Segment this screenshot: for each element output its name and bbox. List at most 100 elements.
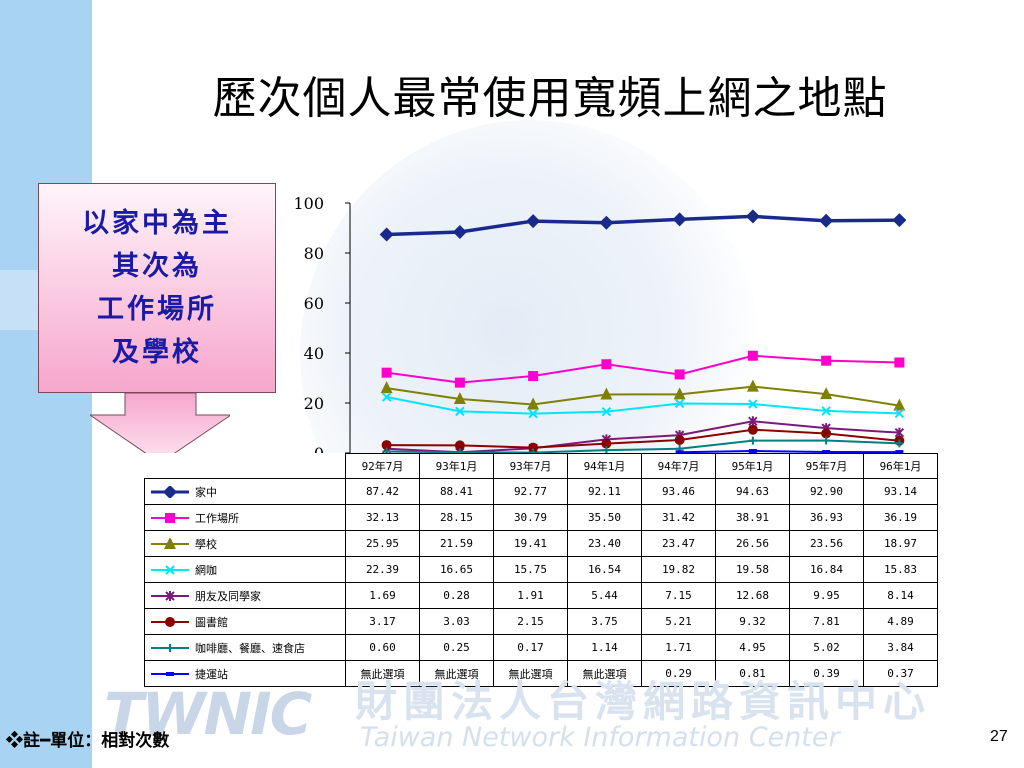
data-cell: 32.13	[345, 504, 420, 531]
data-cell: 0.60	[345, 634, 420, 661]
data-table: 92年7月 93年1月 93年7月 94年1月 94年7月 95年1月 95年7月 96年1月…	[144, 453, 938, 687]
down-arrow-icon	[90, 393, 230, 464]
x-category-label: 93年7月	[493, 453, 568, 479]
y-tick-label: 20	[304, 394, 324, 413]
legend-label: 網咖	[195, 563, 217, 577]
legend-marker	[165, 616, 175, 627]
legend-label: 圖書館	[195, 615, 228, 629]
data-point	[600, 387, 613, 400]
data-cell: 92.90	[789, 478, 864, 505]
data-point	[672, 212, 687, 227]
data-cell: 9.32	[715, 608, 790, 635]
data-cell: 38.91	[715, 504, 790, 531]
legend-entry: 家中	[144, 478, 346, 505]
legend-swatch-icon	[151, 512, 189, 523]
data-point	[380, 381, 393, 394]
data-cell: 無此選項	[345, 660, 420, 687]
x-category-label: 93年1月	[419, 453, 494, 479]
x-category-label: 92年7月	[345, 453, 420, 479]
series	[382, 436, 904, 457]
legend-swatch-icon	[151, 590, 189, 601]
data-point	[746, 379, 759, 392]
data-point	[748, 416, 758, 427]
data-cell: 7.15	[641, 582, 716, 609]
series	[675, 448, 904, 455]
data-point	[893, 398, 906, 411]
data-point	[601, 406, 612, 417]
callout-line-2: 其次為	[112, 251, 202, 282]
data-cell: 88.41	[419, 478, 494, 505]
data-point	[452, 224, 467, 239]
data-point	[822, 436, 831, 445]
data-cell: 0.37	[863, 660, 938, 687]
data-point	[528, 442, 539, 453]
data-cell: 18.97	[863, 530, 938, 557]
data-cell: 23.47	[641, 530, 716, 557]
data-cell: 94.63	[715, 478, 790, 505]
series-line	[386, 439, 900, 454]
legend-label: 咖啡廳、餐廳、速食店	[195, 641, 305, 655]
data-cell: 7.81	[789, 608, 864, 635]
series	[380, 379, 906, 411]
data-point	[527, 397, 540, 410]
x-category-label: 96年1月	[863, 453, 938, 479]
data-cell: 92.11	[567, 478, 642, 505]
data-point	[747, 424, 758, 435]
data-point	[453, 392, 466, 405]
data-cell: 0.39	[789, 660, 864, 687]
data-cell: 92.77	[493, 478, 568, 505]
data-cell: 16.65	[419, 556, 494, 583]
legend-marker	[165, 564, 175, 575]
data-point	[748, 436, 757, 445]
data-point	[528, 371, 539, 382]
slide-title: 歷次個人最常使用寬頻上網之地點	[212, 73, 888, 124]
legend-marker	[166, 643, 174, 652]
legend-entry: 網咖	[144, 556, 346, 583]
data-point	[602, 446, 611, 455]
legend-swatch-icon	[151, 485, 189, 498]
data-cell: 0.17	[493, 634, 568, 661]
data-cell: 21.59	[419, 530, 494, 557]
series-line	[386, 354, 900, 384]
series-line	[386, 214, 900, 237]
data-point	[381, 440, 392, 451]
data-point	[601, 438, 612, 449]
data-cell: 36.93	[789, 504, 864, 531]
data-cell: 3.17	[345, 608, 420, 635]
data-cell: 30.79	[493, 504, 568, 531]
table-row: 捷運站 無此選項 無此選項 無此選項 無此選項 0.29 0.81 0.39 0.37	[144, 660, 938, 687]
data-cell: 0.29	[641, 660, 716, 687]
y-tick-label: 60	[304, 294, 324, 313]
data-point	[381, 392, 392, 402]
legend-label: 捷運站	[195, 667, 228, 681]
data-cell: 5.02	[789, 634, 864, 661]
data-cell: 5.21	[641, 608, 716, 635]
x-category-label: 94年7月	[641, 453, 716, 479]
x-category-label: 95年7月	[789, 453, 864, 479]
data-point	[599, 215, 614, 230]
data-cell: 4.95	[715, 634, 790, 661]
legend-label: 家中	[195, 485, 217, 499]
table-row: 圖書館 3.17 3.03 2.15 3.75 5.21 9.32 7.81 4.89	[144, 608, 938, 635]
legend-entry: 學校	[144, 530, 346, 557]
data-cell: 93.14	[863, 478, 938, 505]
data-cell: 15.83	[863, 556, 938, 583]
watermark-org-cn: 財團法人台灣網路資訊中心	[355, 677, 932, 726]
x-category-label: 95年1月	[715, 453, 790, 479]
y-tick-label: 40	[304, 344, 324, 363]
legend-label: 學校	[195, 537, 217, 551]
data-point	[892, 213, 907, 228]
legend-label: 朋友及同學家	[195, 589, 261, 603]
data-cell: 無此選項	[493, 660, 568, 687]
data-point	[895, 450, 904, 455]
legend-swatch-icon	[151, 671, 189, 676]
chart-series	[379, 209, 907, 458]
data-point	[821, 406, 831, 416]
data-point	[821, 428, 832, 439]
legend-marker	[165, 590, 175, 601]
data-cell: 28.15	[419, 504, 494, 531]
data-cell: 93.46	[641, 478, 716, 505]
data-cell: 0.28	[419, 582, 494, 609]
series-line	[386, 428, 900, 449]
data-point	[601, 359, 612, 370]
